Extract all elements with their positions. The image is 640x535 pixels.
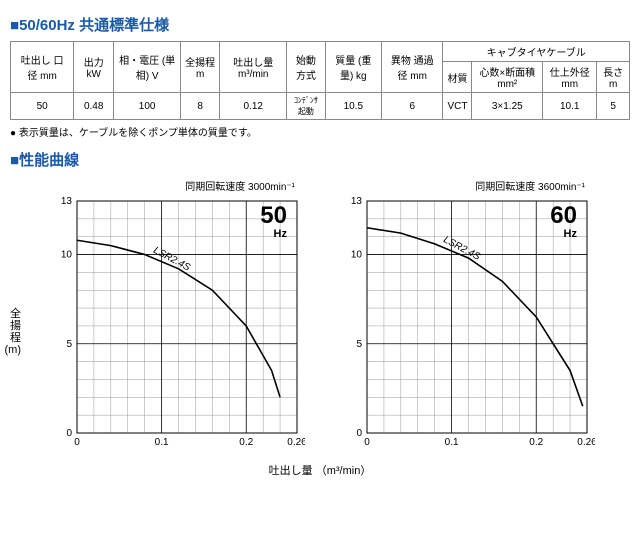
svg-text:0.26: 0.26 (577, 437, 595, 448)
chart-50-svg: 00.10.20.26051013LSR2.4S50Hz (45, 195, 305, 455)
spec-note: ● 表示質量は、ケーブルを除くポンプ単体の質量です。 (10, 124, 630, 139)
svg-text:10: 10 (351, 250, 363, 261)
chart-50hz: 全 揚 程 (m) 同期回転速度 3000min⁻¹ 00.10.20.2605… (45, 178, 305, 458)
svg-text:10: 10 (61, 250, 73, 261)
col-cores: 心数×断面積 mm² (472, 62, 543, 93)
col-mass: 質量 (重量) kg (325, 42, 381, 93)
table-row: 50 0.48 100 8 0.12 ｺﾝﾃﾞﾝｻ起動 10.5 6 VCT 3… (11, 93, 630, 120)
col-bore: 吐出し 口 径 mm (11, 42, 74, 93)
svg-text:13: 13 (61, 196, 73, 207)
svg-text:13: 13 (351, 196, 363, 207)
col-head: 全揚程 m (181, 42, 220, 93)
y-axis-label: 全 揚 程 (m) (0, 308, 21, 356)
x-axis-label: 吐出し量 （m³/min） (10, 462, 630, 478)
svg-text:5: 5 (356, 339, 362, 350)
svg-text:0.1: 0.1 (155, 437, 169, 448)
col-material: 材質 (443, 62, 472, 93)
col-voltage: 相・電圧 (単相) V (114, 42, 181, 93)
svg-text:Hz: Hz (564, 228, 578, 240)
svg-text:0.26: 0.26 (287, 437, 305, 448)
svg-text:0: 0 (364, 437, 370, 448)
svg-text:Hz: Hz (274, 228, 288, 240)
col-discharge: 吐出し量 m³/min (220, 42, 287, 93)
col-output: 出力 kW (74, 42, 114, 93)
table-header-row1: 吐出し 口 径 mm 出力 kW 相・電圧 (単相) V 全揚程 m 吐出し量 … (11, 42, 630, 62)
spec-title: ■50/60Hz 共通標準仕様 (10, 14, 630, 35)
svg-text:0: 0 (356, 428, 362, 439)
col-solid: 異物 通過径 mm (381, 42, 442, 93)
col-cable: キャブタイヤケーブル (443, 42, 630, 62)
chart-60hz: 同期回転速度 3600min⁻¹ 00.10.20.26051013LSR2.4… (335, 178, 595, 458)
svg-text:0.1: 0.1 (445, 437, 459, 448)
col-diameter: 仕上外径 mm (543, 62, 597, 93)
curve-title: ■性能曲線 (10, 149, 630, 170)
chart-50-title: 同期回転速度 3000min⁻¹ (45, 178, 305, 193)
svg-text:0: 0 (66, 428, 72, 439)
chart-60-title: 同期回転速度 3600min⁻¹ (335, 178, 595, 193)
svg-text:50: 50 (260, 202, 287, 229)
chart-60-svg: 00.10.20.26051013LSR2.4S60Hz (335, 195, 595, 455)
col-start: 始動方式 (287, 42, 325, 93)
svg-text:0: 0 (74, 437, 80, 448)
svg-text:0.2: 0.2 (529, 437, 543, 448)
svg-text:60: 60 (550, 202, 577, 229)
charts-container: 全 揚 程 (m) 同期回転速度 3000min⁻¹ 00.10.20.2605… (10, 178, 630, 458)
svg-text:0.2: 0.2 (239, 437, 253, 448)
svg-text:5: 5 (66, 339, 72, 350)
spec-table: 吐出し 口 径 mm 出力 kW 相・電圧 (単相) V 全揚程 m 吐出し量 … (10, 41, 630, 120)
col-length: 長さ m (597, 62, 630, 93)
